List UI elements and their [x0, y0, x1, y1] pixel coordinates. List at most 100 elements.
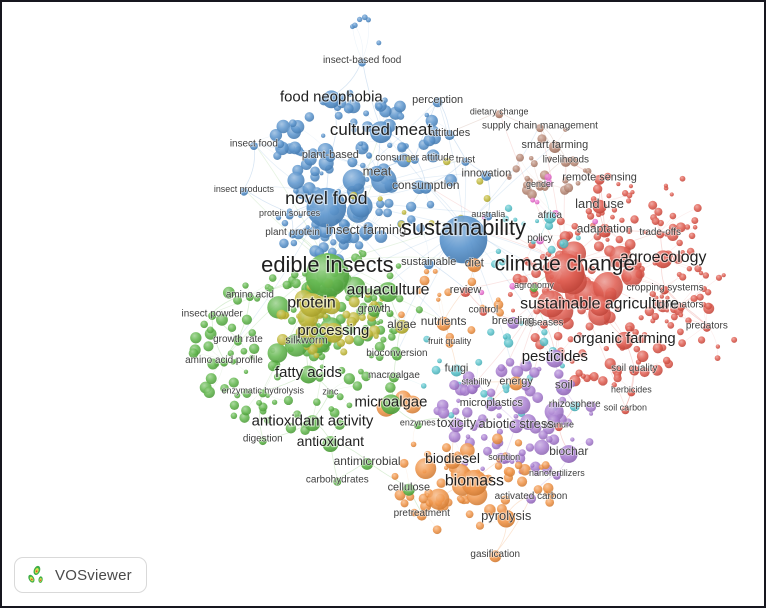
minor-term-node[interactable]	[207, 358, 219, 370]
minor-term-node[interactable]	[401, 210, 407, 215]
minor-term-node[interactable]	[394, 489, 406, 501]
minor-term-node[interactable]	[350, 118, 358, 126]
term-node-circle[interactable]	[539, 320, 548, 329]
minor-term-node[interactable]	[715, 344, 721, 349]
term-node-circle[interactable]	[233, 337, 242, 346]
minor-term-node[interactable]	[483, 195, 491, 202]
minor-term-node[interactable]	[669, 212, 677, 220]
minor-term-node[interactable]	[359, 250, 367, 258]
minor-term-node[interactable]	[461, 407, 473, 418]
minor-term-node[interactable]	[570, 158, 579, 167]
minor-term-node[interactable]	[405, 155, 413, 163]
minor-term-node[interactable]	[670, 313, 678, 321]
minor-term-node[interactable]	[654, 207, 663, 216]
minor-term-node[interactable]	[513, 413, 519, 419]
minor-term-node[interactable]	[663, 183, 669, 188]
minor-term-node[interactable]	[352, 22, 358, 29]
minor-term-node[interactable]	[693, 204, 702, 213]
minor-term-node[interactable]	[304, 152, 317, 166]
minor-term-node[interactable]	[368, 352, 375, 359]
minor-term-node[interactable]	[343, 373, 355, 385]
term-node-circle[interactable]	[288, 230, 297, 239]
minor-term-node[interactable]	[669, 192, 674, 197]
minor-term-node[interactable]	[248, 343, 260, 354]
term-node-circle[interactable]	[410, 155, 419, 164]
term-node-circle[interactable]	[560, 156, 571, 167]
term-node-circle[interactable]	[472, 380, 481, 389]
minor-term-node[interactable]	[531, 268, 541, 279]
minor-term-node[interactable]	[393, 157, 399, 163]
minor-term-node[interactable]	[365, 330, 373, 338]
term-node-circle[interactable]	[554, 423, 563, 432]
minor-term-node[interactable]	[692, 225, 698, 230]
minor-term-node[interactable]	[200, 320, 208, 329]
minor-term-node[interactable]	[585, 322, 594, 331]
term-node-circle[interactable]	[461, 157, 470, 166]
term-node-circle[interactable]	[444, 130, 455, 141]
minor-term-node[interactable]	[304, 112, 315, 122]
term-node-circle[interactable]	[322, 90, 341, 109]
minor-term-node[interactable]	[651, 217, 660, 226]
minor-term-node[interactable]	[424, 450, 432, 458]
minor-term-node[interactable]	[604, 172, 612, 181]
minor-term-node[interactable]	[721, 273, 726, 278]
minor-term-node[interactable]	[638, 315, 644, 321]
minor-term-node[interactable]	[273, 373, 282, 381]
minor-term-node[interactable]	[467, 326, 476, 335]
minor-term-node[interactable]	[360, 162, 366, 169]
minor-term-node[interactable]	[630, 215, 639, 224]
minor-term-node[interactable]	[437, 292, 442, 297]
term-node-circle[interactable]	[208, 311, 217, 320]
minor-term-node[interactable]	[383, 208, 393, 218]
minor-term-node[interactable]	[644, 306, 655, 317]
minor-term-node[interactable]	[322, 296, 341, 315]
minor-term-node[interactable]	[518, 449, 526, 457]
minor-term-node[interactable]	[679, 175, 686, 182]
minor-term-node[interactable]	[428, 488, 450, 510]
minor-term-node[interactable]	[690, 294, 698, 303]
minor-term-node[interactable]	[613, 374, 622, 383]
minor-term-node[interactable]	[509, 459, 515, 464]
minor-term-node[interactable]	[480, 434, 488, 441]
minor-term-node[interactable]	[248, 329, 257, 337]
minor-term-node[interactable]	[544, 402, 564, 422]
minor-term-node[interactable]	[256, 399, 263, 406]
minor-term-node[interactable]	[514, 439, 523, 447]
term-node-circle[interactable]	[654, 250, 673, 269]
minor-term-node[interactable]	[374, 341, 385, 352]
minor-term-node[interactable]	[470, 424, 478, 431]
minor-term-node[interactable]	[664, 319, 669, 324]
minor-term-node[interactable]	[665, 308, 670, 313]
minor-term-node[interactable]	[288, 119, 297, 128]
term-node-circle[interactable]	[702, 323, 711, 332]
term-node-circle[interactable]	[594, 174, 605, 185]
minor-term-node[interactable]	[546, 436, 553, 443]
minor-term-node[interactable]	[673, 254, 684, 264]
term-node-circle[interactable]	[249, 142, 258, 151]
minor-term-node[interactable]	[452, 407, 460, 415]
term-node-circle[interactable]	[381, 394, 401, 415]
minor-term-node[interactable]	[242, 282, 249, 289]
minor-term-node[interactable]	[675, 222, 686, 233]
minor-term-node[interactable]	[432, 268, 438, 274]
term-node-circle[interactable]	[370, 121, 392, 144]
minor-term-node[interactable]	[285, 422, 297, 434]
term-node-circle[interactable]	[589, 296, 610, 316]
minor-term-node[interactable]	[593, 241, 605, 252]
minor-term-node[interactable]	[639, 367, 650, 378]
minor-term-node[interactable]	[592, 218, 599, 225]
minor-term-node[interactable]	[234, 392, 241, 399]
minor-term-node[interactable]	[290, 239, 298, 247]
minor-term-node[interactable]	[293, 228, 304, 240]
minor-term-node[interactable]	[694, 264, 702, 273]
minor-term-node[interactable]	[541, 461, 550, 470]
minor-term-node[interactable]	[480, 390, 488, 398]
minor-term-node[interactable]	[529, 367, 540, 378]
minor-term-node[interactable]	[394, 100, 406, 113]
minor-term-node[interactable]	[507, 291, 513, 297]
minor-term-node[interactable]	[643, 229, 649, 235]
minor-term-node[interactable]	[336, 393, 344, 401]
minor-term-node[interactable]	[380, 336, 387, 343]
minor-term-node[interactable]	[227, 350, 234, 357]
minor-term-node[interactable]	[544, 173, 552, 181]
